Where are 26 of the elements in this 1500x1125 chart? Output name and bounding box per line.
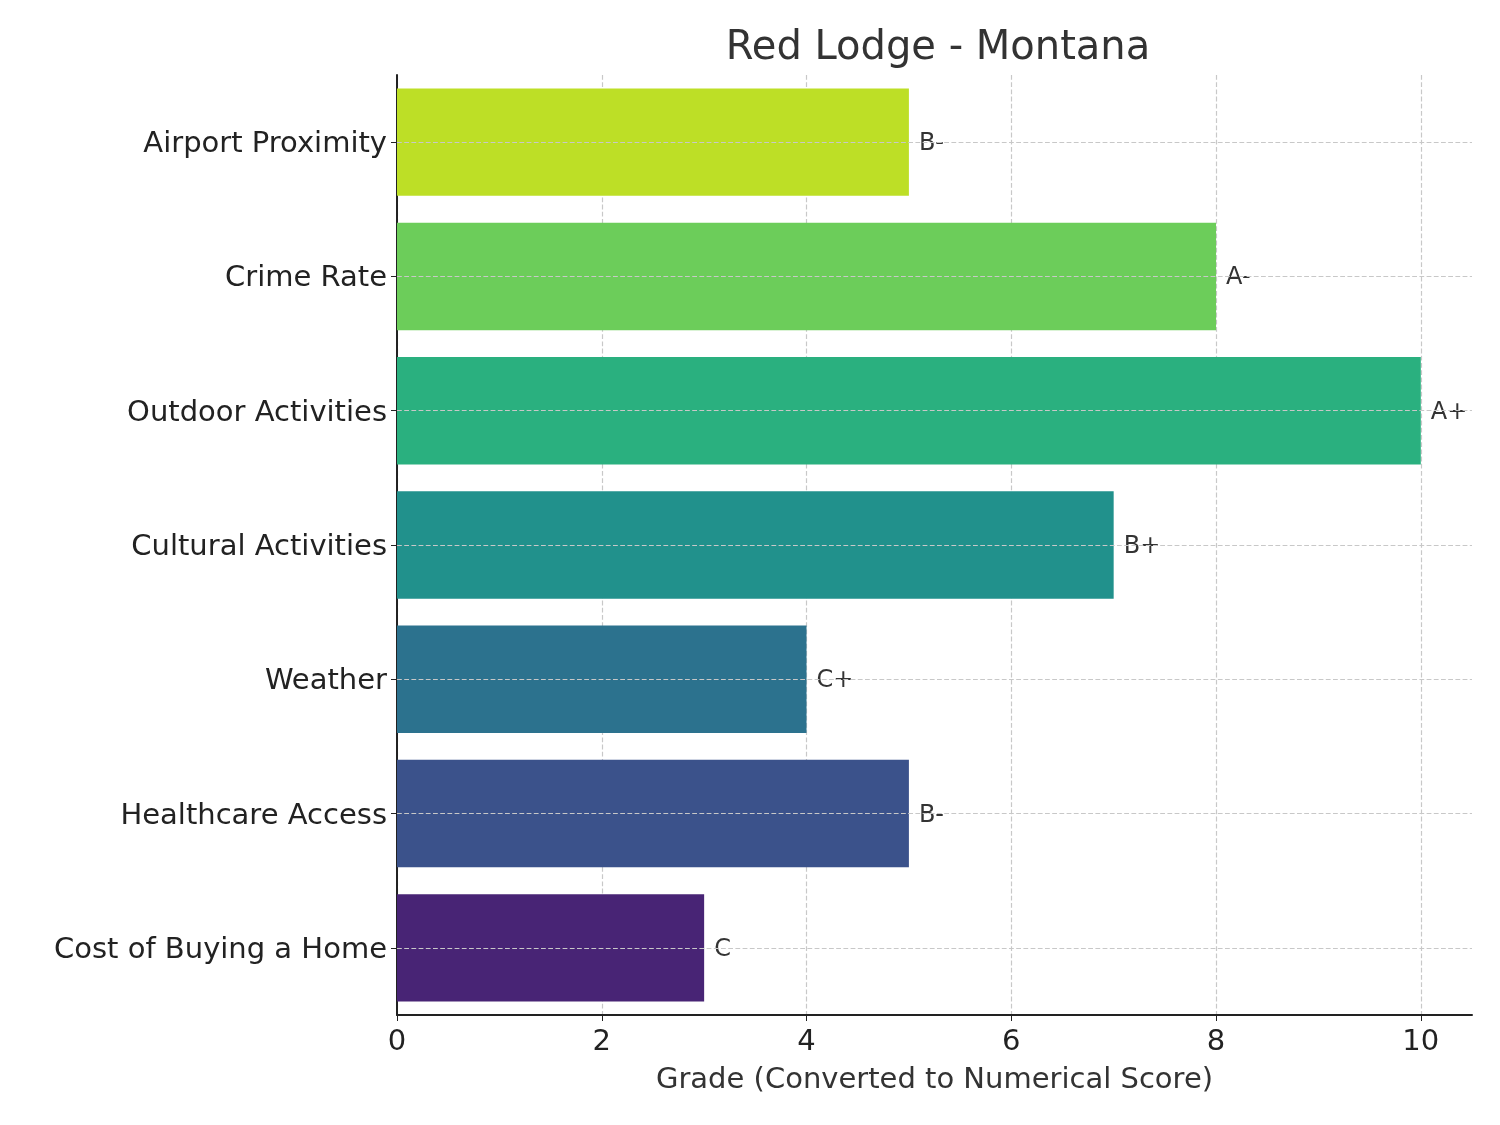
x-tick-label: 6 (1002, 1022, 1021, 1057)
y-tick-label: Cultural Activities (131, 528, 387, 562)
data-label: B- (918, 128, 945, 157)
x-tick-label: 0 (387, 1022, 407, 1057)
x-tick-label: 4 (797, 1022, 816, 1057)
chart-title: Red Lodge - Montana (725, 22, 1151, 68)
bar (397, 222, 1217, 331)
bar (397, 88, 909, 196)
y-tick-label: Healthcare Access (120, 796, 387, 831)
y-tick-label: Crime Rate (224, 259, 387, 294)
y-tick-label: Airport Proximity (143, 125, 387, 160)
x-axis-title: Grade (Converted to Numerical Score) (655, 1060, 1214, 1095)
x-tick-label: 2 (592, 1022, 611, 1057)
data-label: A- (1226, 262, 1251, 291)
y-tick-label: Cost of Buying a Home (54, 930, 387, 965)
bar (397, 625, 807, 733)
bar (397, 491, 1114, 599)
bar (397, 357, 1421, 465)
x-tick-label: 8 (1206, 1022, 1226, 1057)
data-label: C (714, 933, 731, 962)
bar (397, 759, 909, 868)
y-tick-label: Outdoor Activities (127, 393, 387, 428)
bar (397, 894, 705, 1002)
y-tick-label: Weather (264, 662, 388, 697)
data-label: B- (918, 799, 945, 828)
x-tick-label: 10 (1402, 1022, 1440, 1057)
